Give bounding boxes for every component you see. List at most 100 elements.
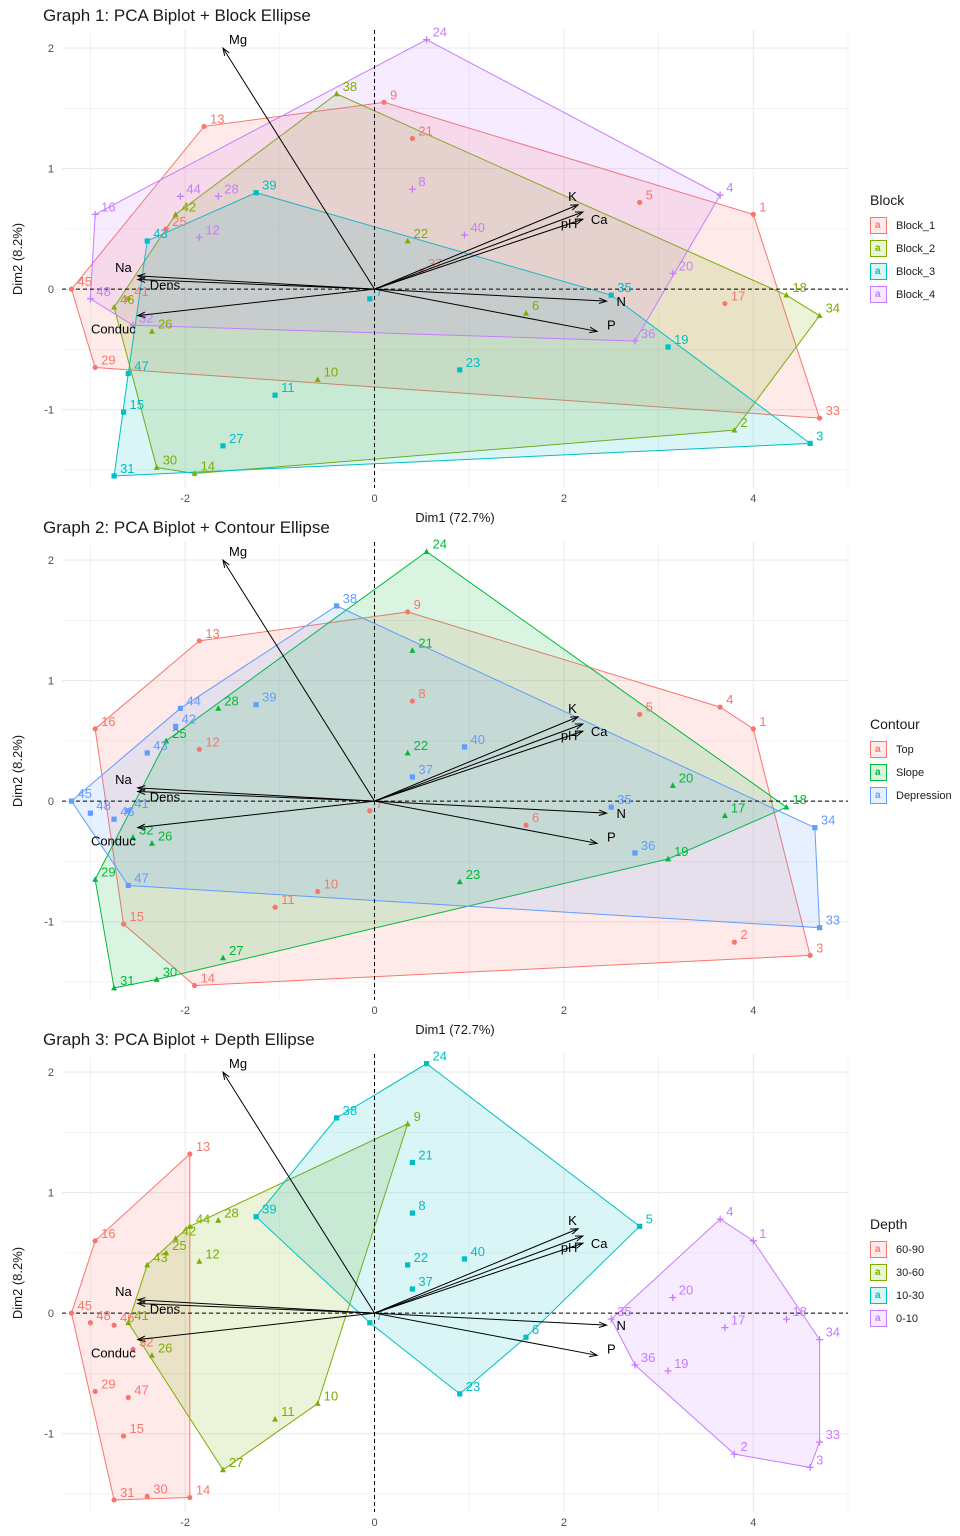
arrow-head xyxy=(136,788,146,795)
data-point xyxy=(253,702,259,708)
data-point xyxy=(409,774,415,780)
data-point xyxy=(404,237,411,244)
point-label: 44 xyxy=(196,1211,210,1226)
point-label: 22 xyxy=(414,226,428,241)
point-label: 46 xyxy=(120,804,134,819)
point-label: 35 xyxy=(617,792,631,807)
data-point xyxy=(750,211,756,218)
data-point xyxy=(405,609,411,615)
x-tick-label: -2 xyxy=(180,1517,190,1529)
group-hull-0-10 xyxy=(610,1218,821,1468)
variable-arrow xyxy=(374,723,584,802)
point-label: 27 xyxy=(229,431,243,446)
arrow-head xyxy=(574,1242,585,1249)
legend-key: a xyxy=(870,240,887,257)
legend-item: a 30-60 xyxy=(870,1261,924,1284)
point-label: 26 xyxy=(158,828,172,843)
point-label: 36 xyxy=(641,838,655,853)
variable-label: K xyxy=(568,189,577,204)
point-label: 27 xyxy=(229,943,243,958)
point-label: 41 xyxy=(134,796,148,811)
chart-panel-3: Graph 3: PCA Biplot + Depth Ellipse -2 0 2 4… xyxy=(0,1024,960,1536)
data-point xyxy=(806,1463,814,1471)
data-point xyxy=(314,1400,321,1406)
legend-glyph: a xyxy=(875,266,881,277)
data-point xyxy=(807,952,813,959)
x-tick-label: 0 xyxy=(371,493,377,505)
data-point xyxy=(177,705,183,711)
point-label: 16 xyxy=(101,1226,115,1241)
data-point xyxy=(783,291,790,298)
point-label: 45 xyxy=(77,786,91,801)
grid xyxy=(62,30,849,488)
data-point xyxy=(608,292,614,298)
data-point xyxy=(148,328,155,334)
point-label: 22 xyxy=(414,1250,428,1265)
legend-label: Block_1 xyxy=(896,219,936,232)
point-label: 34 xyxy=(821,813,835,828)
variable-arrow xyxy=(222,47,375,290)
data-point xyxy=(721,1324,729,1332)
point-label: 25 xyxy=(172,1238,186,1253)
point-label: 40 xyxy=(470,1244,484,1259)
data-point xyxy=(816,415,823,421)
y-tick-label: 0 xyxy=(48,796,54,808)
point-label: 47 xyxy=(134,1383,148,1398)
point-label: 31 xyxy=(120,973,134,988)
point-label: 29 xyxy=(101,352,115,367)
variable-label: K xyxy=(568,1213,577,1228)
point-label: 14 xyxy=(201,459,215,474)
data-point xyxy=(669,1293,677,1301)
arrow-head xyxy=(589,1350,599,1358)
variable-arrow xyxy=(374,800,598,844)
data-point xyxy=(172,1235,179,1241)
x-tick-label: -2 xyxy=(180,493,190,505)
variable-arrow xyxy=(374,218,584,290)
arrow-head xyxy=(598,1321,608,1329)
data-point xyxy=(92,1238,98,1244)
point-label: 2 xyxy=(740,415,747,430)
data-point xyxy=(144,750,150,756)
data-point xyxy=(607,1315,615,1323)
data-point xyxy=(461,744,468,750)
legend-item: a Depression xyxy=(870,784,952,807)
point-label: 27 xyxy=(229,1455,243,1470)
point-label: 47 xyxy=(134,871,148,886)
point-label: 19 xyxy=(674,1356,688,1371)
data-point xyxy=(637,1223,643,1229)
point-label: 26 xyxy=(158,316,172,331)
data-point xyxy=(334,1115,340,1121)
data-point xyxy=(219,954,226,961)
variable-label: P xyxy=(607,1341,616,1356)
variable-label: P xyxy=(607,317,616,332)
point-label: 2 xyxy=(740,927,747,942)
point-label: 15 xyxy=(130,1421,144,1436)
y-tick-label: 0 xyxy=(48,1308,54,1320)
point-label: 7 xyxy=(376,284,383,299)
data-point xyxy=(334,603,340,609)
data-point xyxy=(749,1237,757,1245)
point-label: 39 xyxy=(262,178,276,193)
point-label: 18 xyxy=(792,1304,806,1319)
legend-label: 30-60 xyxy=(896,1266,925,1279)
arrow-head xyxy=(574,218,585,225)
x-tick-label: -2 xyxy=(180,1005,190,1017)
y-tick-label: 0 xyxy=(48,284,54,296)
point-label: 38 xyxy=(343,591,357,606)
x-axis-label: Dim1 (72.7%) xyxy=(415,510,494,525)
point-label: 31 xyxy=(120,461,134,476)
data-point xyxy=(144,238,150,244)
data-point xyxy=(187,1494,193,1501)
data-point xyxy=(523,822,529,828)
point-label: 10 xyxy=(324,365,338,380)
legend-title: Depth xyxy=(870,1216,908,1232)
data-point xyxy=(148,840,155,846)
data-point xyxy=(129,321,137,329)
point-label: 13 xyxy=(205,626,219,641)
point-label: 20 xyxy=(679,258,693,273)
point-label: 39 xyxy=(262,1202,276,1217)
point-label: 4 xyxy=(726,1204,733,1219)
data-point xyxy=(404,1120,411,1127)
point-label: 30 xyxy=(163,453,177,468)
data-point xyxy=(812,825,818,831)
